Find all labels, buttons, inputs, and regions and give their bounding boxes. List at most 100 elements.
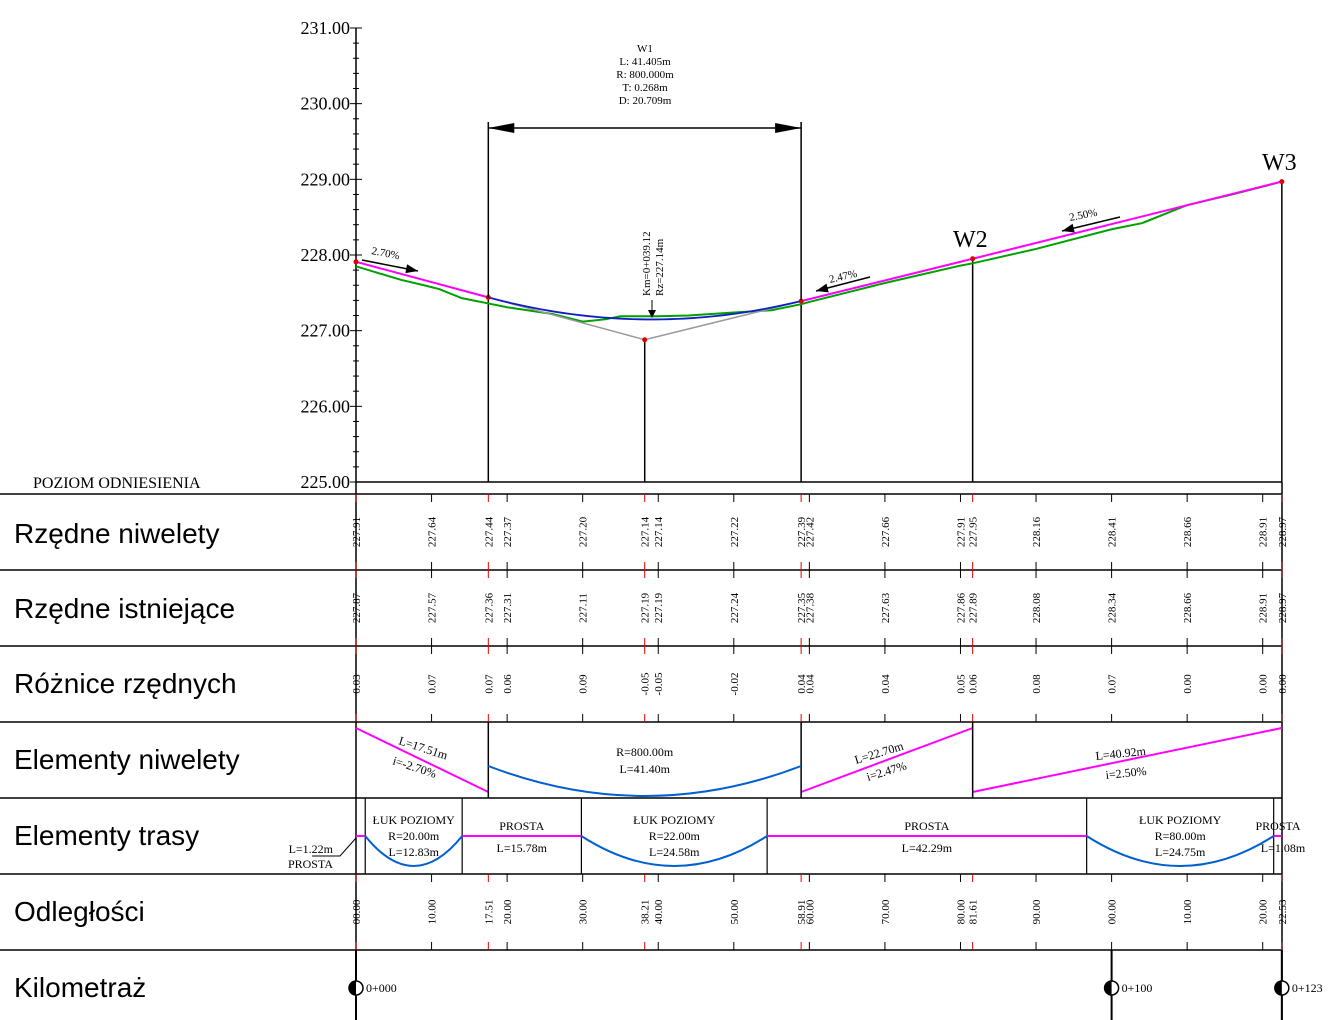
roznice-value: 0.05	[955, 674, 967, 694]
elem-trasy-arc-3	[1086, 835, 1275, 867]
odleglosci-value: 30.00	[578, 899, 590, 924]
rzedne_niwelety-value: 227.91	[955, 517, 967, 547]
elem-trasy-prosta2-l: L=42.29m	[902, 841, 953, 855]
row-title-niweleta: Rzędne niwelety	[14, 518, 219, 549]
odleglosci-value: 10.00	[427, 899, 439, 924]
rzedne_istniejace-value: 227.86	[955, 592, 967, 623]
profile-vertical-lines	[487, 181, 1283, 482]
odleglosci-value: 90.00	[1031, 899, 1043, 924]
table-grid	[0, 482, 1283, 1020]
grade-2-arrow-head	[816, 283, 829, 293]
rzedne_istniejace-value: 228.91	[1258, 593, 1270, 623]
rzedne_niwelety-value: 227.20	[578, 516, 590, 547]
elem-trasy-prosta3-l: L=1.08m	[1261, 841, 1306, 855]
rzedne_istniejace-value: 227.35	[796, 592, 808, 623]
rzedne_niwelety-value: 227.42	[804, 517, 816, 547]
y-tick-label: 231.00	[301, 18, 351, 38]
elem-niwelety-curve-l: L=41.40m	[619, 762, 670, 776]
odleglosci-value: 60.00	[804, 899, 816, 924]
elem-trasy-prosta-small-title: PROSTA	[288, 857, 333, 871]
rzedne_niwelety-value: 228.97	[1277, 516, 1289, 547]
elem-niwelety-seg3-l: L=40.92m	[1095, 744, 1147, 763]
rzedne_niwelety-value: 228.91	[1258, 517, 1270, 547]
rzedne_istniejace-value: 227.11	[578, 593, 590, 623]
odleglosci-value: 17.51	[483, 900, 495, 925]
row-title-elem-trasy: Elementy trasy	[14, 820, 199, 851]
rzedne_istniejace-value: 227.38	[804, 592, 816, 623]
rzedne_istniejace-value: 228.34	[1107, 592, 1119, 623]
w1-label-line: R: 800.000m	[616, 69, 674, 81]
elem-trasy-luk2-r: R=22.00m	[649, 829, 701, 843]
elem-trasy-leader	[312, 837, 357, 857]
vertex-marker	[642, 337, 648, 343]
rzedne_niwelety-value: 227.95	[968, 516, 980, 547]
elem-trasy-luk3-r: R=80.00m	[1155, 829, 1207, 843]
elem-trasy-prosta2-title: PROSTA	[904, 819, 949, 833]
y-axis-ticks: 231.00 230.00 229.00 228.00 227.00 226.00 225.…	[301, 18, 362, 492]
vertex-label-w3: W3	[1262, 150, 1297, 176]
rzedne_niwelety-value: 227.14	[653, 516, 665, 547]
y-tick-label: 225.00	[301, 472, 351, 492]
elem-niwelety-grade-3	[972, 727, 1283, 793]
elem-niwelety-seg3-i: i=2.50%	[1105, 764, 1147, 782]
vertex-label-w2: W2	[953, 227, 988, 253]
datum-label: POZIOM ODNIESIENIA	[33, 475, 201, 492]
elem-trasy-prosta-small-l: L=1.22m	[289, 842, 334, 856]
elem-trasy-arc-2	[580, 835, 768, 867]
profile-table: Rzędne niwelety Rzędne istniejące Różnic…	[0, 482, 1323, 1020]
rzedne_istniejace-value: 227.57	[427, 592, 439, 623]
odleglosci-value: 22.53	[1277, 899, 1289, 924]
rzedne_istniejace-value: 227.36	[483, 592, 495, 623]
roznice-value: 0.00	[1182, 674, 1194, 694]
rzedne_istniejace-value: 227.87	[351, 592, 363, 623]
vertex-marker	[353, 259, 359, 265]
elem-niwelety-curve-r: R=800.00m	[616, 745, 674, 759]
grade-1-arrow-head	[405, 264, 418, 274]
lowpoint-km: Km=0+039.12	[641, 231, 653, 296]
roznice-value: 0.03	[351, 674, 363, 694]
row-title-kilometraz: Kilometraż	[14, 972, 146, 1003]
km-label: 0+000	[366, 981, 397, 995]
rzedne_istniejace-value: 227.63	[880, 592, 892, 623]
elem-niwelety-curve	[487, 765, 802, 797]
w1-arrow-left	[488, 123, 515, 133]
odleglosci-value: 40.00	[653, 899, 665, 924]
lowpoint-rz: Rz=227.14m	[654, 238, 666, 296]
profile-graph: 231.00 230.00 229.00 228.00 227.00 226.00 225.…	[33, 18, 1297, 492]
table-elements: R=800.00mL=41.40mL=17.51mi=-2.70%L=22.70…	[288, 722, 1323, 1020]
elem-trasy-luk3-l: L=24.75m	[1155, 845, 1206, 859]
odleglosci-value: 20.00	[502, 899, 514, 924]
rzedne_niwelety-value: 227.64	[427, 516, 439, 547]
roznice-value: -0.05	[640, 672, 652, 695]
y-tick-label: 226.00	[301, 396, 351, 416]
elem-trasy-luk2-l: L=24.58m	[649, 845, 700, 859]
roznice-value: 0.07	[427, 674, 439, 694]
roznice-value: 0.08	[1031, 674, 1043, 694]
rzedne_niwelety-value: 228.41	[1107, 517, 1119, 547]
lowpoint-arrow-head	[648, 310, 656, 318]
vertex-marker	[798, 298, 804, 304]
grade-3-label: 2.50%	[1068, 207, 1098, 224]
vertex-marker	[970, 256, 976, 262]
vertical-curve	[488, 296, 802, 321]
w1-label-line: D: 20.709m	[619, 95, 672, 107]
rzedne_istniejace-value: 228.66	[1182, 592, 1194, 623]
rzedne_niwelety-value: 227.44	[483, 516, 495, 547]
roznice-value: -0.02	[729, 673, 741, 696]
w1-label-line: W1	[637, 43, 653, 55]
rzedne_niwelety-value: 228.66	[1182, 516, 1194, 547]
odleglosci-value: 20.00	[1258, 899, 1270, 924]
elem-trasy-luk2-title: ŁUK POZIOMY	[633, 813, 716, 827]
roznice-value: 0.00	[1258, 674, 1270, 694]
table-values: 227.91 227.64 227.44 227.37 227.20 227.14 227.…	[351, 494, 1289, 950]
elem-niwelety-grade-2	[800, 727, 973, 793]
rzedne_istniejace-value: 227.24	[729, 592, 741, 623]
w1-label-line: T: 0.268m	[622, 82, 668, 94]
rzedne_istniejace-value: 227.89	[968, 592, 980, 623]
row-title-elem-niwelety: Elementy niwelety	[14, 744, 240, 775]
rzedne_istniejace-value: 227.31	[502, 593, 514, 623]
y-tick-label: 230.00	[301, 94, 351, 114]
elem-trasy-luk1-l: L=12.83m	[388, 845, 439, 859]
rzedne_niwelety-value: 227.14	[640, 516, 652, 547]
